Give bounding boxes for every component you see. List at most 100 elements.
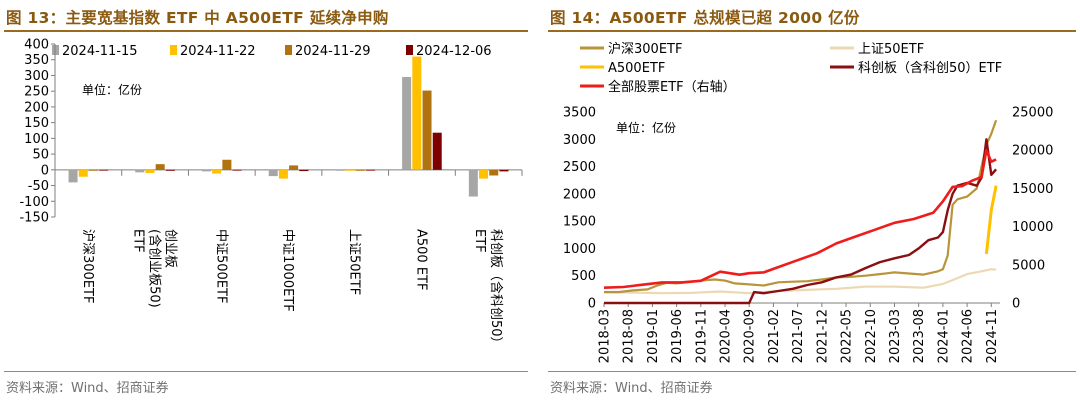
right-right-y-tick-label: 15000 [1012,182,1053,197]
bar-2024-11-15-3 [268,169,278,177]
right-axes: 0 500 1000 1500 2000 2500 3000 3500 0 5000 10000 15… [563,106,1053,364]
right-x-tick-label: 2024-01 [936,309,951,363]
left-title-rule [4,30,528,32]
right-line-3 [604,138,998,305]
right-legend-label-4: 全部股票ETF（右轴） [608,79,736,95]
right-unit-label: 单位：亿份 [616,120,676,135]
left-category-label: 上证50ETF [347,229,362,295]
left-legend-label-1: 2024-11-22 [180,44,256,59]
right-x-tick-label: 2018-08 [622,309,637,363]
bar-2024-11-29-2 [222,159,232,170]
right-x-tick-label: 2022-10 [864,309,879,363]
left-y-tick-label: 400 [24,38,49,53]
right-legend-label-0: 沪深300ETF [608,41,682,57]
left-source: 资料来源：Wind、招商证券 [6,381,169,396]
right-lines [603,119,998,305]
right-x-tick-label: 2021-02 [767,309,782,363]
right-source: 资料来源：Wind、招商证券 [550,381,713,396]
left-category-label: 科创板（含科创50）ETF [472,229,504,350]
right-x-tick-label: 2019-11 [694,309,709,363]
left-bottom-rule [4,371,528,372]
right-legend-label-1: 上证50ETF [858,42,924,57]
left-y-tick-label: 50 [32,148,49,163]
right-x-tick-label: 2022-05 [840,309,855,363]
left-category-label-line: 上证50ETF [347,229,362,295]
right-left-y-tick-label: 2000 [563,187,596,202]
left-y-tick-label: 250 [24,85,49,100]
right-line-4 [603,148,997,289]
bar-2024-12-06-3 [299,169,309,172]
bar-2024-11-22-1 [145,169,155,173]
bar-2024-11-22-3 [278,169,288,179]
right-x-tick-label: 2024-06 [961,309,976,363]
bar-2024-11-15-1 [135,169,145,173]
left-figure-title: 图 13：主要宽基指数 ETF 中 A500ETF 延续净申购 [6,9,389,27]
bar-2024-11-15-2 [201,169,211,172]
left-y-tick-label: -100 [19,195,49,210]
left-category-label: 沪深300ETF [80,229,96,303]
left-legend-swatch-3 [406,45,413,55]
right-legend-label-2: A500ETF [608,61,665,76]
left-category-label-line: A500 ETF [413,229,428,290]
left-y-tick-label: 300 [24,69,49,84]
right-x-tick-label: 2020-09 [743,309,758,363]
left-figure-panel: 图 13：主要宽基指数 ETF 中 A500ETF 延续净申购 2024-11-… [0,0,532,404]
right-legend-label-3: 科创板（含科创50）ETF [858,60,1002,76]
right-x-tick-label: 2018-03 [598,309,613,363]
left-category-label-line: ETF [472,229,487,253]
right-right-y-tick-label: 10000 [1012,220,1053,235]
right-figure-title: 图 14：A500ETF 总规模已超 2000 亿份 [550,9,860,27]
right-line-2 [984,185,998,255]
bar-2024-11-29-1 [155,164,165,170]
bar-2024-12-06-1 [165,169,175,171]
left-category-label-line: 科创板（含科创50） [488,229,504,350]
right-line-chart: 沪深300ETF 上证50ETF A500ETF 科创板（含科创50）ETF 全部股票E… [563,41,1053,364]
bar-2024-11-29-5 [422,90,432,170]
right-x-tick-label: 2019-06 [670,309,685,363]
left-y-tick-label: -50 [28,179,49,194]
left-unit-label: 单位：亿份 [82,82,142,97]
bar-2024-11-22-2 [212,169,222,174]
right-legend: 沪深300ETF 上证50ETF A500ETF 科创板（含科创50）ETF 全部股票E… [580,41,1002,95]
left-legend: 2024-11-15 2024-11-22 2024-11-29 2024-12-06 [52,44,492,59]
right-left-y-tick-label: 500 [571,269,596,284]
right-right-y-tick-label: 20000 [1012,144,1053,159]
right-left-y-tick-label: 0 [588,297,596,312]
left-category-label: 创业板(含创业板50)ETF [131,229,178,308]
left-y-tick-label: 0 [41,163,49,178]
left-category-label-line: 沪深300ETF [80,229,96,303]
bar-2024-11-29-3 [289,165,299,170]
right-right-y-tick-label: 25000 [1012,106,1053,121]
left-legend-label-0: 2024-11-15 [62,44,138,59]
left-legend-label-2: 2024-11-29 [295,44,371,59]
right-left-y-tick-label: 3000 [563,133,596,148]
left-category-label: 中证500ETF [213,229,228,303]
bar-2024-12-06-4 [366,169,376,171]
left-y-tick-label: 350 [24,53,49,68]
bar-2024-11-22-4 [345,169,355,171]
bar-2024-11-22-6 [479,169,489,179]
right-left-y-tick-label: 2500 [563,160,596,175]
left-category-label-line: 中证1000ETF [280,229,295,312]
right-figure-panel: 图 14：A500ETF 总规模已超 2000 亿份 沪深300ETF 上证50E… [544,0,1080,404]
left-category-label-line: (含创业板50) [147,229,163,308]
right-left-y-tick-label: 1000 [563,242,596,257]
right-bottom-rule [548,371,1076,372]
bar-2024-11-15-4 [335,169,345,171]
left-category-label: A500 ETF [413,229,428,290]
right-x-tick-label: 2021-12 [815,309,830,363]
right-x-tick-label: 2020-04 [719,309,734,363]
left-y-tick-label: -150 [19,211,49,226]
bar-2024-11-22-0 [78,169,88,177]
left-bar-chart: 2024-11-15 2024-11-22 2024-11-29 2024-12-06… [19,38,523,350]
bar-2024-12-06-2 [232,169,242,171]
left-category-label-line: 中证500ETF [213,229,228,303]
left-y-tick-label: 200 [24,100,49,115]
right-x-tick-label: 2021-07 [791,309,806,363]
left-legend-swatch-1 [170,45,177,55]
right-line-1 [603,268,997,295]
right-x-tick-label: 2024-11 [985,309,1000,363]
left-category-label: 中证1000ETF [280,229,295,312]
left-y-tick-label: 100 [24,132,49,147]
